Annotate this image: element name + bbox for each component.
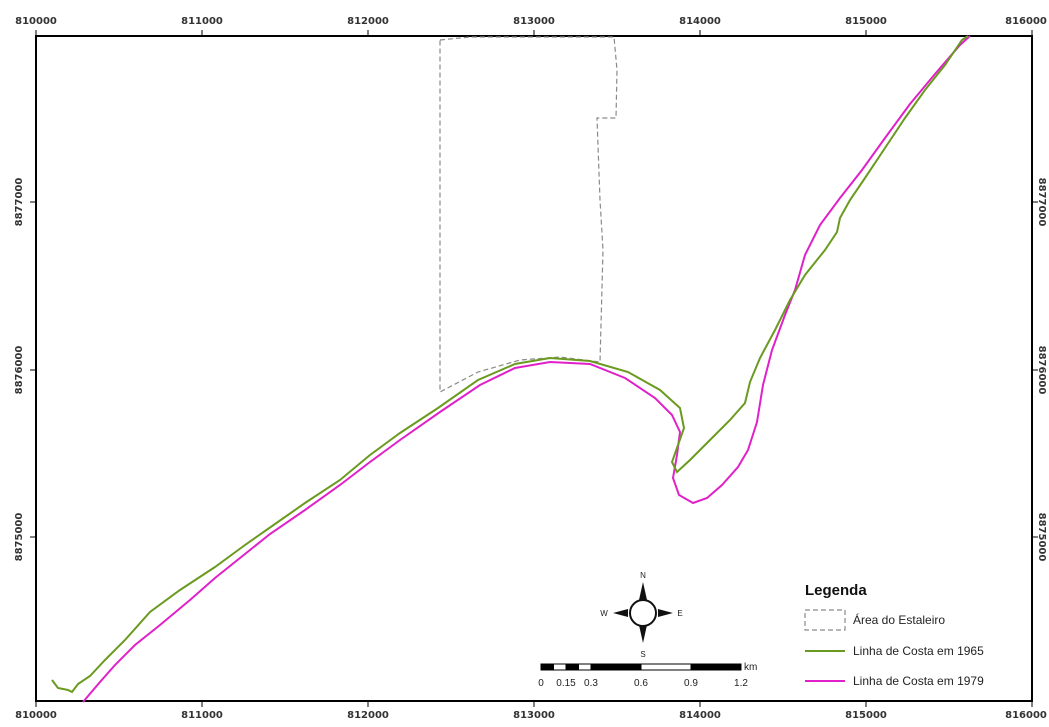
- scale-label-0-15: 0.15: [556, 678, 576, 689]
- scale-label-0-3: 0.3: [584, 678, 598, 689]
- x-tick-labels-bottom: 810000 811000 812000 813000 814000 81500…: [15, 710, 1047, 721]
- compass-label-east: E: [677, 609, 682, 618]
- x-tick-labels-top: 810000 811000 812000 813000 814000 81500…: [15, 16, 1047, 27]
- y-tick-labels-left: 8877000 8876000 8875000: [14, 178, 25, 562]
- scale-bar-segment: [640, 663, 692, 671]
- y-tick-left-2: 8875000: [14, 513, 25, 562]
- x-tick-top-2: 812000: [347, 16, 389, 27]
- x-tick-top-5: 815000: [845, 16, 887, 27]
- compass-label-north: N: [640, 571, 646, 580]
- x-tick-bottom-6: 816000: [1005, 710, 1047, 721]
- scale-label-0-9: 0.9: [684, 678, 698, 689]
- y-tick-labels-right: 8877000 8876000 8875000: [1036, 178, 1047, 562]
- scale-label-0-6: 0.6: [634, 678, 648, 689]
- scale-bar-segment: [553, 663, 567, 671]
- scale-bar-segment: [690, 663, 742, 671]
- scale-bar-segment: [565, 663, 579, 671]
- scale-bar: 0 0.15 0.3 0.6 0.9 1.2 km: [538, 662, 757, 689]
- coastline-1965: [51, 35, 969, 694]
- y-tick-right-0: 8877000: [1036, 178, 1047, 227]
- y-tick-right-1: 8876000: [1036, 346, 1047, 395]
- x-tick-top-6: 816000: [1005, 16, 1047, 27]
- compass-label-south: S: [640, 650, 645, 659]
- x-tick-bottom-4: 814000: [679, 710, 721, 721]
- legend-label-coast-1979: Linha de Costa em 1979: [853, 674, 984, 688]
- x-tick-bottom-1: 811000: [181, 710, 223, 721]
- compass-ring: [629, 599, 657, 627]
- compass-label-west: W: [600, 609, 608, 618]
- scale-label-0: 0: [538, 678, 544, 689]
- shipyard-area-outline: [439, 36, 618, 393]
- legend-title: Legenda: [805, 582, 867, 599]
- legend-label-shipyard: Área do Estaleiro: [853, 612, 945, 627]
- scale-bar-segment: [540, 663, 554, 671]
- x-tick-bottom-3: 813000: [513, 710, 555, 721]
- x-tick-top-0: 810000: [15, 16, 57, 27]
- north-arrow-icon: N S W E: [600, 571, 682, 659]
- compass-west-pointer: [613, 609, 628, 617]
- legend: Legenda Área do Estaleiro Linha de Costa…: [804, 582, 984, 688]
- compass-north-pointer: [639, 582, 647, 600]
- scale-bar-segment: [578, 663, 592, 671]
- compass-east-pointer: [658, 609, 673, 617]
- y-tick-left-0: 8877000: [14, 178, 25, 227]
- y-tick-right-2: 8875000: [1036, 513, 1047, 562]
- x-tick-bottom-5: 815000: [845, 710, 887, 721]
- scale-bar-segments: [540, 663, 742, 671]
- compass-south-pointer: [639, 625, 647, 643]
- tick-marks: [30, 30, 1038, 707]
- x-tick-top-3: 813000: [513, 16, 555, 27]
- x-tick-top-1: 811000: [181, 16, 223, 27]
- x-tick-top-4: 814000: [679, 16, 721, 27]
- y-tick-left-1: 8876000: [14, 346, 25, 395]
- x-tick-bottom-0: 810000: [15, 710, 57, 721]
- x-tick-bottom-2: 812000: [347, 710, 389, 721]
- scale-bar-segment: [590, 663, 642, 671]
- legend-symbol-shipyard: [804, 609, 846, 631]
- legend-label-coast-1965: Linha de Costa em 1965: [853, 644, 984, 658]
- scale-label-1-2: 1.2: [734, 678, 748, 689]
- scale-unit: km: [744, 662, 757, 673]
